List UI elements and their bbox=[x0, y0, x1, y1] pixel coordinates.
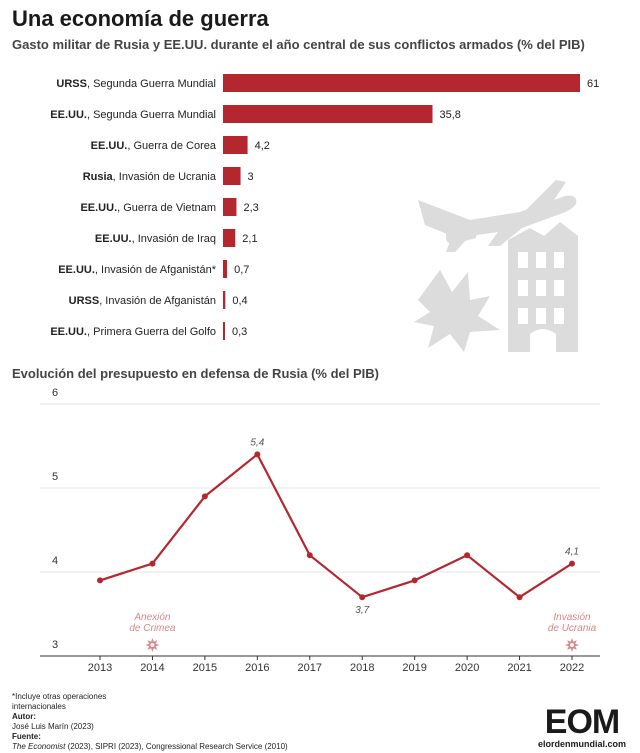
bar-label-bold: EE.UU. bbox=[58, 264, 95, 276]
event-label-2022: de Ucrania bbox=[548, 623, 597, 634]
burst-icon bbox=[565, 638, 579, 652]
bar-label-5: EE.UU., Invasión de Iraq bbox=[95, 233, 216, 245]
bar-label-rest: , Invasión de Ucrania bbox=[113, 171, 217, 183]
point-2014 bbox=[149, 560, 156, 567]
bar-label-rest: , Invasión de Iraq bbox=[132, 233, 216, 245]
data-label-2016: 5,4 bbox=[250, 437, 264, 448]
bar-5 bbox=[223, 229, 236, 247]
bar-label-rest: , Segunda Guerra Mundial bbox=[87, 78, 216, 90]
bar-label-rest: , Primera Guerra del Golfo bbox=[87, 326, 216, 338]
bar-value-6: 0,7 bbox=[234, 264, 249, 276]
bar-6 bbox=[223, 260, 228, 278]
bar-label-bold: URSS bbox=[56, 78, 87, 90]
bar-value-7: 0,4 bbox=[232, 295, 247, 307]
bar-label-7: URSS, Invasión de Afganistán bbox=[69, 295, 216, 307]
bar-value-0: 61 bbox=[587, 78, 599, 90]
bomb-icon bbox=[446, 222, 482, 244]
bar-label-bold: EE.UU. bbox=[50, 109, 87, 121]
bar-label-2: EE.UU., Guerra de Corea bbox=[91, 140, 217, 152]
x-tick-2019: 2019 bbox=[402, 662, 426, 674]
bar-label-bold: EE.UU. bbox=[95, 233, 132, 245]
x-tick-2021: 2021 bbox=[507, 662, 531, 674]
y-tick-4: 4 bbox=[52, 555, 58, 567]
y-tick-5: 5 bbox=[52, 471, 58, 483]
bar-label-4: EE.UU., Guerra de Vietnam bbox=[80, 202, 216, 214]
x-tick-2018: 2018 bbox=[350, 662, 374, 674]
author-name: José Luis Marín (2023) bbox=[12, 722, 94, 731]
point-2016 bbox=[254, 451, 261, 458]
logo: EOM elordenmundial.com bbox=[534, 705, 630, 749]
bar-4 bbox=[223, 198, 237, 216]
x-tick-2022: 2022 bbox=[560, 662, 584, 674]
x-tick-2016: 2016 bbox=[245, 662, 269, 674]
bar-label-8: EE.UU., Primera Guerra del Golfo bbox=[50, 326, 216, 338]
x-tick-2014: 2014 bbox=[140, 662, 164, 674]
bar-label-1: EE.UU., Segunda Guerra Mundial bbox=[50, 109, 216, 121]
source-label: Fuente: bbox=[12, 732, 41, 741]
bar-label-rest: , Guerra de Corea bbox=[127, 140, 217, 152]
event-label-2014: de Crimea bbox=[129, 623, 176, 634]
point-2022 bbox=[569, 560, 575, 567]
y-tick-3: 3 bbox=[52, 639, 58, 651]
page-title: Una economía de guerra bbox=[12, 6, 269, 31]
event-label-2022: Invasión bbox=[553, 612, 591, 623]
bar-label-bold: URSS bbox=[69, 295, 100, 307]
bar-1 bbox=[223, 105, 433, 123]
point-2018 bbox=[359, 594, 366, 601]
bar-chart-subtitle: Gasto militar de Rusia y EE.UU. durante … bbox=[12, 37, 585, 52]
burst-icon bbox=[145, 638, 160, 652]
bar-label-bold: EE.UU. bbox=[80, 202, 117, 214]
data-label-2022: 4,1 bbox=[565, 547, 579, 558]
footnote: *Incluye otras operaciones internacional… bbox=[12, 692, 288, 752]
bar-8 bbox=[223, 322, 225, 340]
x-tick-2013: 2013 bbox=[88, 662, 112, 674]
x-tick-2017: 2017 bbox=[298, 662, 322, 674]
bar-label-rest: , Segunda Guerra Mundial bbox=[87, 109, 216, 121]
bar-7 bbox=[223, 291, 226, 309]
point-2019 bbox=[411, 577, 418, 584]
bar-0 bbox=[223, 74, 580, 92]
bar-label-6: EE.UU., Invasión de Afganistán* bbox=[58, 264, 216, 276]
x-tick-2020: 2020 bbox=[455, 662, 479, 674]
footnote-line2: internacionales bbox=[12, 702, 66, 711]
bar-label-bold: EE.UU. bbox=[50, 326, 87, 338]
bar-value-3: 3 bbox=[248, 171, 254, 183]
bar-value-8: 0,3 bbox=[232, 326, 247, 338]
bar-label-rest: , Guerra de Vietnam bbox=[117, 202, 216, 214]
bar-label-0: URSS, Segunda Guerra Mundial bbox=[56, 78, 216, 90]
point-2015 bbox=[201, 493, 208, 500]
logo-mark: EOM bbox=[544, 703, 620, 741]
point-2020 bbox=[464, 552, 471, 559]
bar-3 bbox=[223, 167, 241, 185]
footnote-line1: *Incluye otras operaciones bbox=[12, 692, 107, 701]
bar-2 bbox=[223, 136, 248, 154]
logo-url: elordenmundial.com bbox=[537, 739, 626, 749]
line-chart: 3 4 5 6 2013 2014 2015 2016 2017 2018 2019 2020 2021… bbox=[40, 387, 600, 674]
explosion-icon bbox=[414, 270, 500, 352]
bar-value-4: 2,3 bbox=[243, 202, 258, 214]
bar-value-5: 2,1 bbox=[242, 233, 257, 245]
x-tick-2015: 2015 bbox=[193, 662, 217, 674]
bar-value-1: 35,8 bbox=[440, 109, 461, 121]
point-2013 bbox=[97, 577, 103, 584]
bar-value-2: 4,2 bbox=[255, 140, 270, 152]
bar-label-bold: EE.UU. bbox=[91, 140, 128, 152]
series-line bbox=[99, 453, 573, 599]
source-text: The Economist (2023), SIPRI (2023), Cong… bbox=[12, 742, 288, 751]
author-label: Autor: bbox=[12, 712, 36, 721]
bar-label-3: Rusia, Invasión de Ucrania bbox=[83, 171, 217, 183]
event-label-2014: Anexión bbox=[133, 612, 171, 623]
point-2021 bbox=[516, 594, 523, 601]
y-tick-6: 6 bbox=[52, 387, 58, 399]
point-2017 bbox=[306, 552, 313, 559]
bar-label-rest: , Invasión de Afganistán bbox=[99, 295, 216, 307]
bar-label-rest: , Invasión de Afganistán* bbox=[95, 264, 217, 276]
line-chart-title: Evolución del presupuesto en defensa de … bbox=[12, 366, 379, 381]
data-label-2018: 3,7 bbox=[355, 605, 369, 616]
bar-label-bold: Rusia bbox=[83, 171, 114, 183]
